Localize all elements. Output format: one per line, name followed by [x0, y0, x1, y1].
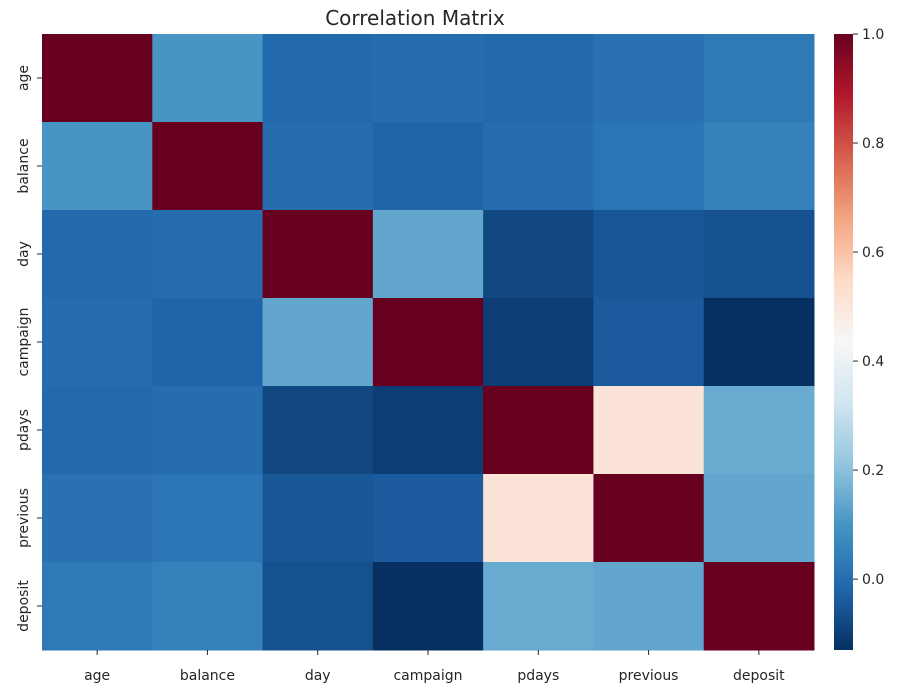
heatmap-cell-balance-previous [593, 122, 705, 211]
heatmap-cell-day-deposit [703, 210, 815, 299]
colorbar-tick-label: 0.8 [862, 136, 884, 152]
heatmap-cell-campaign-previous [593, 298, 705, 387]
x-axis-ticks: age balance day campaign pdays previous deposi… [84, 650, 785, 684]
heatmap-cell-pdays-campaign [372, 386, 484, 475]
colorbar-gradient [834, 34, 853, 650]
x-tick-label-campaign: campaign [393, 668, 462, 684]
heatmap-cell-deposit-deposit [703, 562, 815, 651]
heatmap-cell-previous-deposit [703, 474, 815, 563]
heatmap-cell-previous-age [42, 474, 153, 563]
heatmap-cell-balance-deposit [703, 122, 815, 211]
heatmap-cell-pdays-balance [152, 386, 264, 475]
heatmap-cell-age-age [42, 34, 153, 123]
chart-title: Correlation Matrix [325, 6, 505, 30]
heatmap-cell-day-campaign [372, 210, 484, 299]
y-tick-label-balance: balance [16, 138, 32, 193]
heatmap-cell-previous-balance [152, 474, 264, 563]
heatmap-cell-pdays-day [262, 386, 374, 475]
x-tick-label-previous: previous [619, 668, 679, 684]
heatmap-cell-previous-day [262, 474, 374, 563]
colorbar-ticks: 0.0 0.2 0.4 0.6 0.8 1.0 [853, 27, 884, 588]
heatmap-cell-campaign-deposit [703, 298, 815, 387]
heatmap-cell-balance-age [42, 122, 153, 211]
colorbar-tick-label: 1.0 [862, 27, 884, 43]
heatmap-cell-age-deposit [703, 34, 815, 123]
heatmap-cell-age-balance [152, 34, 264, 123]
colorbar: 0.0 0.2 0.4 0.6 0.8 1.0 [834, 27, 884, 650]
heatmap-cell-deposit-age [42, 562, 153, 651]
heatmap-cell-age-campaign [372, 34, 484, 123]
heatmap-cell-campaign-day [262, 298, 374, 387]
x-tick-label-deposit: deposit [733, 668, 785, 684]
heatmap-cell-age-previous [593, 34, 705, 123]
y-axis-ticks: age balance day campaign pdays previous deposi… [16, 65, 42, 632]
x-tick-label-day: day [305, 668, 331, 684]
heatmap-cell-deposit-campaign [372, 562, 484, 651]
heatmap-cell-balance-day [262, 122, 374, 211]
x-tick-label-age: age [84, 668, 110, 684]
heatmap-cell-balance-pdays [483, 122, 594, 211]
y-tick-label-pdays: pdays [16, 409, 32, 451]
heatmap-cell-previous-pdays [483, 474, 594, 563]
heatmap-cell-pdays-deposit [703, 386, 815, 475]
heatmap-cell-balance-campaign [372, 122, 484, 211]
y-tick-label-previous: previous [16, 488, 32, 548]
y-tick-label-age: age [16, 65, 32, 91]
heatmap-cell-balance-balance [152, 122, 264, 211]
x-tick-label-balance: balance [180, 668, 235, 684]
heatmap-cell-day-pdays [483, 210, 594, 299]
heatmap-cell-campaign-age [42, 298, 153, 387]
heatmap-cells [42, 34, 815, 651]
heatmap-cell-day-day [262, 210, 374, 299]
heatmap-cell-day-balance [152, 210, 264, 299]
heatmap-cell-age-day [262, 34, 374, 123]
heatmap-cell-deposit-balance [152, 562, 264, 651]
heatmap-cell-pdays-age [42, 386, 153, 475]
heatmap-cell-previous-previous [593, 474, 705, 563]
heatmap-cell-pdays-pdays [483, 386, 594, 475]
x-tick-label-pdays: pdays [517, 668, 559, 684]
colorbar-tick-label: 0.4 [862, 354, 884, 370]
y-tick-label-day: day [16, 241, 32, 267]
heatmap-cell-deposit-previous [593, 562, 705, 651]
y-tick-label-deposit: deposit [16, 580, 32, 632]
y-tick-label-campaign: campaign [16, 307, 32, 376]
heatmap-cell-day-age [42, 210, 153, 299]
heatmap-cell-campaign-balance [152, 298, 264, 387]
colorbar-tick-label: 0.0 [862, 572, 884, 588]
heatmap-cell-day-previous [593, 210, 705, 299]
heatmap-cell-deposit-day [262, 562, 374, 651]
colorbar-tick-label: 0.2 [862, 463, 884, 479]
heatmap-cell-campaign-campaign [372, 298, 484, 387]
heatmap-cell-pdays-previous [593, 386, 705, 475]
heatmap-cell-previous-campaign [372, 474, 484, 563]
heatmap-cell-age-pdays [483, 34, 594, 123]
colorbar-tick-label: 0.6 [862, 245, 884, 261]
heatmap-cell-campaign-pdays [483, 298, 594, 387]
heatmap-cell-deposit-pdays [483, 562, 594, 651]
